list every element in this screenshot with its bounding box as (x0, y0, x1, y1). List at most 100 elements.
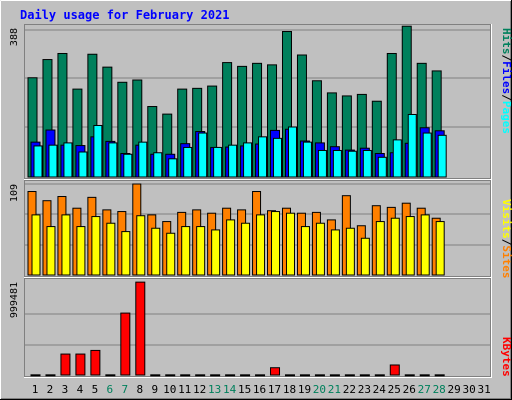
bar-visits-day-26-fill (405, 216, 415, 276)
bar-pages-day-2-fill (48, 144, 58, 178)
panel-kbytes-legend: KBytes (500, 337, 512, 377)
bar-pages-day-10-fill (168, 158, 178, 178)
bar-visits-day-19 (300, 226, 310, 276)
bar-pages-day-12 (198, 132, 208, 178)
x-tick-label: 16 (253, 383, 266, 396)
bar-kbytes-day-11-fill (180, 374, 191, 377)
legend-visits: Visits (500, 199, 512, 239)
bar-visits-day-13 (211, 229, 221, 276)
bar-kbytes-day-3 (60, 353, 71, 376)
bar-pages-day-2 (48, 144, 58, 178)
bar-kbytes-day-12-fill (195, 374, 206, 377)
bar-visits-day-23 (360, 237, 370, 276)
x-tick-label: 14 (223, 383, 237, 396)
bar-visits-day-19-fill (300, 226, 310, 276)
bar-visits-day-21 (330, 229, 340, 276)
bar-visits-day-4 (76, 226, 86, 276)
x-tick-label: 7 (122, 383, 129, 396)
bar-kbytes-day-17 (270, 367, 281, 376)
bar-kbytes-day-8 (135, 281, 146, 376)
bar-pages-day-7 (123, 153, 133, 178)
bar-visits-day-18 (285, 212, 295, 276)
x-axis-labels: 1 2 3 4 5 6 7 8 9 10 11 12 13 14 15 16 17 18 19 20 21 22 23 24 2… (32, 383, 491, 396)
x-tick-label: 2 (47, 383, 54, 396)
bar-visits-day-1-fill (31, 214, 41, 276)
bar-kbytes-day-13-fill (210, 374, 221, 377)
bar-kbytes-day-1 (30, 374, 41, 377)
bar-kbytes-day-10-fill (165, 374, 176, 377)
bar-pages-day-18-fill (287, 126, 297, 178)
bar-visits-day-14 (226, 219, 236, 276)
bar-kbytes-day-9 (150, 374, 161, 377)
bar-kbytes-day-22-fill (344, 374, 355, 377)
bar-kbytes-day-13 (210, 374, 221, 377)
bar-pages-day-6 (108, 142, 118, 178)
bar-visits-day-7-fill (121, 231, 131, 276)
bar-pages-day-7-fill (123, 153, 133, 178)
bar-kbytes-day-25 (389, 364, 400, 376)
legend-hits: Hits (500, 28, 512, 55)
bar-pages-day-4-fill (78, 151, 88, 178)
bar-visits-day-14-fill (226, 219, 236, 276)
bar-visits-day-8-fill (136, 215, 146, 276)
bar-visits-day-8 (136, 215, 146, 276)
bar-pages-day-23 (362, 149, 372, 178)
bar-visits-day-6-fill (106, 222, 116, 276)
bar-pages-day-27-fill (422, 132, 432, 178)
bar-visits-day-7 (121, 231, 131, 276)
legend-sites: Sites (500, 245, 512, 278)
bar-kbytes-day-9-fill (150, 374, 161, 377)
bar-pages-day-24 (377, 156, 387, 178)
bar-pages-day-25-fill (392, 139, 402, 178)
bar-kbytes-day-19-fill (299, 374, 310, 377)
bar-kbytes-day-20 (314, 374, 325, 377)
bar-pages-day-24-fill (377, 156, 387, 178)
bar-visits-day-11 (181, 226, 191, 276)
panel-kbytes-axis-max-label: 999481 (9, 282, 20, 318)
bar-pages-day-1 (33, 145, 43, 178)
bar-visits-day-23-fill (360, 237, 370, 276)
bar-pages-day-9 (153, 152, 163, 178)
bar-kbytes-day-26-fill (404, 374, 415, 377)
legend-pages: Pages (500, 101, 512, 134)
panel-kbytes: 999481 KBytes (9, 278, 512, 378)
bar-pages-day-11-fill (183, 146, 193, 178)
x-tick-label: 12 (193, 383, 206, 396)
bar-pages-day-16-fill (258, 136, 268, 178)
bar-pages-day-20-fill (317, 149, 327, 178)
bar-kbytes-day-2-fill (45, 374, 56, 377)
bar-visits-day-10 (166, 232, 176, 276)
bar-pages-day-3-fill (63, 142, 73, 178)
x-tick-label: 5 (92, 383, 99, 396)
bar-kbytes-day-16-fill (255, 374, 266, 377)
bar-kbytes-day-27 (419, 374, 430, 377)
bar-pages-day-15-fill (243, 142, 253, 178)
x-tick-label: 3 (62, 383, 69, 396)
bar-pages-day-21-fill (332, 149, 342, 178)
bar-visits-day-15 (241, 222, 251, 276)
x-tick-label: 25 (388, 383, 401, 396)
x-tick-label: 18 (283, 383, 296, 396)
x-tick-label: 26 (403, 383, 416, 396)
x-tick-label: 20 (313, 383, 326, 396)
bar-kbytes-day-1-fill (30, 374, 41, 377)
bar-kbytes-day-26 (404, 374, 415, 377)
bar-visits-day-22 (345, 227, 355, 276)
bar-visits-day-18-fill (285, 212, 295, 276)
bar-visits-day-16-fill (256, 214, 266, 276)
bar-kbytes-day-28-fill (434, 374, 445, 377)
bar-visits-day-12 (196, 226, 206, 276)
x-tick-label: 9 (151, 383, 158, 396)
x-tick-label: 24 (373, 383, 387, 396)
legend-kbytes: KBytes (500, 337, 512, 377)
bar-visits-day-16 (256, 214, 266, 276)
bar-visits-day-1 (31, 214, 41, 276)
bar-kbytes-day-16 (255, 374, 266, 377)
bar-pages-day-22 (347, 150, 357, 178)
bar-kbytes-day-2 (45, 374, 56, 377)
bar-pages-day-1-fill (33, 145, 43, 178)
bar-visits-day-10-fill (166, 232, 176, 276)
bar-pages-day-8-fill (138, 141, 148, 178)
bar-visits-day-3 (61, 214, 71, 276)
